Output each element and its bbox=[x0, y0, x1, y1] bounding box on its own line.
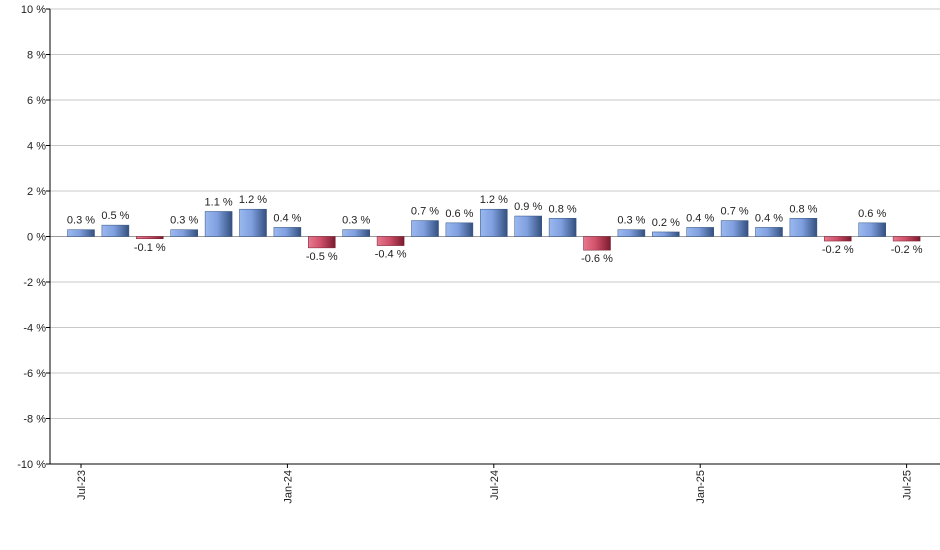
bar-Feb-25 bbox=[720, 220, 749, 237]
y-tick-label: -10 % bbox=[17, 459, 46, 471]
data-label: -0.4 % bbox=[375, 249, 407, 261]
data-label: 1.1 % bbox=[205, 196, 233, 208]
y-tick-label: -4 % bbox=[23, 323, 46, 335]
data-label: 0.6 % bbox=[445, 208, 473, 220]
data-label: 1.2 % bbox=[480, 194, 508, 206]
axes bbox=[49, 9, 940, 465]
bar-May-25 bbox=[824, 236, 852, 242]
x-tick-label: Jul-23 bbox=[76, 470, 88, 500]
data-label: 0.4 % bbox=[686, 212, 714, 224]
data-label: 0.4 % bbox=[273, 212, 301, 224]
y-tick-label: 8 % bbox=[27, 50, 46, 62]
bar-Sep-24 bbox=[548, 218, 577, 237]
y-tick-label: -6 % bbox=[23, 368, 46, 380]
data-label: 0.7 % bbox=[721, 206, 749, 218]
data-label: -0.1 % bbox=[134, 242, 166, 254]
data-label: 0.6 % bbox=[858, 208, 886, 220]
y-tick-label: 2 % bbox=[27, 186, 46, 198]
bar-Jul-25 bbox=[892, 236, 921, 242]
data-label: -0.2 % bbox=[822, 244, 854, 256]
data-label: 0.3 % bbox=[617, 215, 645, 227]
data-label: 0.9 % bbox=[514, 201, 542, 213]
bars bbox=[67, 208, 921, 251]
y-tick-label: -2 % bbox=[23, 277, 46, 289]
data-label: 0.8 % bbox=[549, 203, 577, 215]
data-label: -0.2 % bbox=[891, 244, 923, 256]
bar-Jul-24 bbox=[480, 208, 508, 237]
bar-Aug-24 bbox=[514, 215, 542, 237]
bar-Aug-23 bbox=[101, 224, 130, 237]
bar-May-24 bbox=[411, 220, 439, 237]
y-tick-label: 6 % bbox=[27, 95, 46, 107]
bar-Sep-23 bbox=[136, 236, 164, 240]
data-labels: 0.3 % 0.5 % -0.1 % 0.3 % 1.1 % 1.2 % 0.4 % -0.5… bbox=[67, 194, 923, 265]
x-tick-label: Jan-25 bbox=[695, 470, 707, 504]
bar-Feb-24 bbox=[308, 236, 336, 249]
data-label: 0.7 % bbox=[411, 206, 439, 218]
data-label: 1.2 % bbox=[239, 194, 267, 206]
bar-Jan-24 bbox=[273, 227, 302, 237]
bar-Jan-25 bbox=[686, 227, 714, 237]
x-axis-ticks: Jul-23 Jan-24 Jul-24 Jan-25 Jul-25 bbox=[76, 464, 914, 504]
data-label: 0.3 % bbox=[342, 215, 370, 227]
data-label: 0.3 % bbox=[170, 215, 198, 227]
x-tick-label: Jul-25 bbox=[902, 470, 914, 500]
x-tick-label: Jan-24 bbox=[282, 470, 294, 504]
y-axis-ticks: 10 % 8 % 6 % 4 % 2 % 0 % -2 % -4 % -6 % -8 % -10 % bbox=[17, 4, 50, 471]
bar-Jun-25 bbox=[858, 222, 886, 237]
data-label: 0.8 % bbox=[789, 203, 817, 215]
data-label: 0.4 % bbox=[755, 212, 783, 224]
bar-Jun-24 bbox=[445, 222, 474, 237]
data-label: 0.5 % bbox=[101, 210, 129, 222]
bar-Apr-25 bbox=[789, 218, 818, 237]
bar-Oct-23 bbox=[170, 229, 198, 237]
data-label: 0.2 % bbox=[652, 217, 680, 229]
bar-Nov-23 bbox=[204, 211, 233, 237]
y-tick-label: 10 % bbox=[21, 4, 46, 16]
data-label: -0.6 % bbox=[581, 253, 613, 265]
bar-Nov-24 bbox=[617, 229, 646, 237]
data-label: -0.5 % bbox=[306, 251, 338, 263]
bar-Dec-24 bbox=[652, 231, 680, 237]
y-tick-label: -8 % bbox=[23, 414, 46, 426]
bar-Mar-24 bbox=[342, 229, 370, 237]
bar-Jul-23 bbox=[67, 229, 95, 237]
bar-Apr-24 bbox=[376, 236, 405, 246]
y-tick-label: 4 % bbox=[27, 141, 46, 153]
bar-Mar-25 bbox=[755, 227, 783, 237]
y-tick-label: 0 % bbox=[27, 232, 46, 244]
bar-Dec-23 bbox=[239, 208, 267, 237]
data-label: 0.3 % bbox=[67, 215, 95, 227]
x-tick-label: Jul-24 bbox=[489, 470, 501, 500]
bar-Oct-24 bbox=[583, 236, 611, 251]
